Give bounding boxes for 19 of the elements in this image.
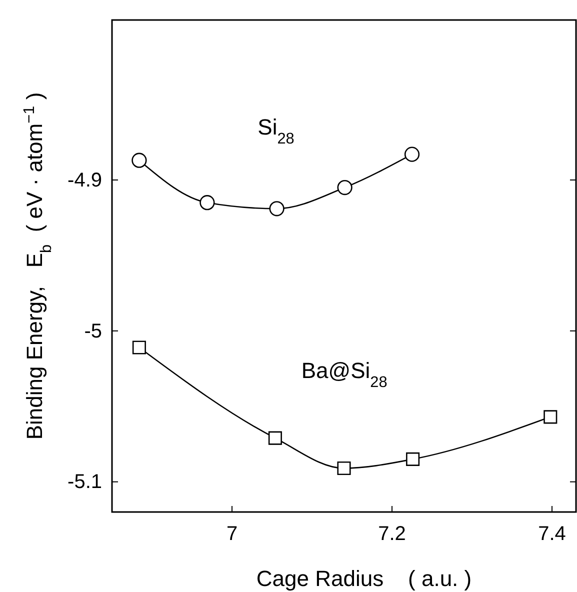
x-tick-label: 7 bbox=[226, 523, 238, 546]
point bbox=[404, 146, 420, 162]
point bbox=[337, 180, 352, 196]
point bbox=[269, 201, 284, 216]
x-axis-title: Cage Radius ( a.u. ) bbox=[256, 566, 472, 591]
point bbox=[132, 152, 147, 168]
text: Si$_{28}$ bbox=[258, 114, 294, 148]
point bbox=[337, 461, 351, 476]
point bbox=[544, 410, 558, 424]
point bbox=[406, 452, 420, 466]
point bbox=[200, 195, 215, 210]
x-tick-label: 7.2 bbox=[378, 523, 406, 546]
point bbox=[268, 431, 282, 445]
y-tick-label: -5 bbox=[84, 320, 102, 342]
y-tick-label: -5.1 bbox=[68, 471, 102, 494]
y-tick-label: -4.9 bbox=[68, 169, 102, 192]
text: Ba@Si$_{28}$ bbox=[301, 358, 388, 390]
x-tick-label: 7.4 bbox=[538, 523, 566, 546]
point bbox=[132, 340, 146, 354]
